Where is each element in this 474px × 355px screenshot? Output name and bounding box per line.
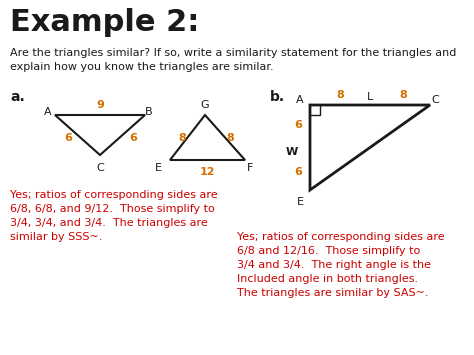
Text: B: B xyxy=(145,107,153,117)
Text: E: E xyxy=(297,197,303,207)
Text: W: W xyxy=(286,147,298,157)
Text: G: G xyxy=(201,100,210,110)
Text: Yes; ratios of corresponding sides are: Yes; ratios of corresponding sides are xyxy=(237,232,445,242)
Text: 8: 8 xyxy=(399,90,407,100)
Text: 8: 8 xyxy=(226,133,234,143)
Text: E: E xyxy=(155,163,162,173)
Text: similar by SSS~.: similar by SSS~. xyxy=(10,232,102,242)
Text: C: C xyxy=(431,95,439,105)
Text: 3/4, 3/4, and 3/4.  The triangles are: 3/4, 3/4, and 3/4. The triangles are xyxy=(10,218,208,228)
Text: 6: 6 xyxy=(294,167,302,177)
Text: Example 2:: Example 2: xyxy=(10,8,200,37)
Text: F: F xyxy=(247,163,253,173)
Text: 9: 9 xyxy=(96,100,104,110)
Text: a.: a. xyxy=(10,90,25,104)
Text: C: C xyxy=(96,163,104,173)
Text: 3/4 and 3/4.  The right angle is the: 3/4 and 3/4. The right angle is the xyxy=(237,260,431,270)
Text: A: A xyxy=(44,107,52,117)
Text: Are the triangles similar? If so, write a similarity statement for the triangles: Are the triangles similar? If so, write … xyxy=(10,48,456,58)
Text: 6/8, 6/8, and 9/12.  Those simplify to: 6/8, 6/8, and 9/12. Those simplify to xyxy=(10,204,215,214)
Text: Included angle in both triangles.: Included angle in both triangles. xyxy=(237,274,418,284)
Text: 6: 6 xyxy=(129,133,137,143)
Text: 8: 8 xyxy=(336,90,344,100)
Text: 12: 12 xyxy=(199,167,215,177)
Text: 6: 6 xyxy=(294,120,302,130)
Text: 6: 6 xyxy=(64,133,72,143)
Text: Yes; ratios of corresponding sides are: Yes; ratios of corresponding sides are xyxy=(10,190,218,200)
Text: The triangles are similar by SAS~.: The triangles are similar by SAS~. xyxy=(237,288,428,298)
Text: b.: b. xyxy=(270,90,285,104)
Text: 8: 8 xyxy=(178,133,186,143)
Text: explain how you know the triangles are similar.: explain how you know the triangles are s… xyxy=(10,62,273,72)
Text: 6/8 and 12/16.  Those simplify to: 6/8 and 12/16. Those simplify to xyxy=(237,246,420,256)
Text: A: A xyxy=(296,95,304,105)
Text: L: L xyxy=(367,92,373,102)
